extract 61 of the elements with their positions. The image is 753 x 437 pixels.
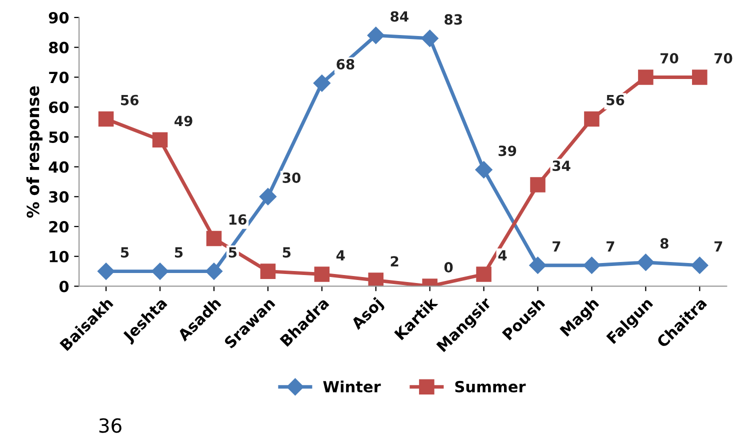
data-label: 5	[282, 247, 291, 258]
y-tick-label: 10	[50, 250, 69, 262]
data-label: 5	[121, 247, 129, 258]
point	[206, 230, 222, 246]
data-label: 84	[390, 11, 408, 22]
point	[421, 30, 438, 47]
data-label: 4	[336, 250, 345, 260]
data-label: 16	[229, 214, 246, 225]
point	[152, 132, 168, 148]
data-label: 70	[714, 53, 732, 64]
data-label: 5	[174, 247, 183, 258]
data-label: 49	[174, 116, 192, 126]
y-tick-label: 50	[49, 131, 69, 143]
y-tick-label: 0	[59, 280, 69, 292]
point	[151, 262, 169, 280]
point	[368, 272, 384, 286]
point	[637, 254, 654, 271]
data-label: 56	[606, 94, 624, 106]
point	[583, 256, 600, 274]
data-label: 0	[444, 262, 453, 273]
y-tick-label: 20	[49, 220, 69, 233]
legend-label: Summer	[455, 380, 526, 392]
point	[476, 266, 492, 282]
point	[691, 256, 708, 274]
point	[314, 266, 330, 282]
y-tick-label: 90	[48, 12, 69, 24]
data-label: 56	[121, 94, 139, 106]
point	[530, 177, 546, 192]
data-label: 7	[606, 241, 614, 252]
data-label: 30	[282, 172, 300, 183]
data-label: 34	[552, 160, 570, 172]
y-tick-label: 70	[49, 72, 69, 84]
data-label: 83	[444, 14, 462, 25]
data-label: 68	[336, 58, 354, 70]
point	[692, 70, 708, 85]
point	[367, 26, 384, 44]
point	[259, 188, 276, 206]
data-label: 8	[660, 238, 668, 249]
data-label: 5	[228, 247, 237, 258]
y-axis-title: % of response	[26, 86, 43, 218]
point	[638, 70, 654, 85]
point	[98, 111, 114, 127]
data-label: 7	[552, 241, 560, 252]
y-tick-label: 40	[48, 161, 69, 173]
data-label: 70	[660, 53, 678, 64]
y-tick-label: 30	[49, 191, 69, 203]
data-label: 4	[498, 250, 507, 260]
data-label: 7	[714, 241, 722, 252]
point	[475, 161, 492, 178]
text: 36	[99, 418, 122, 433]
point	[97, 262, 115, 280]
data-label: 2	[390, 256, 398, 266]
point	[529, 256, 546, 274]
point	[313, 74, 330, 92]
point	[584, 111, 600, 127]
point	[205, 262, 223, 280]
y-tick-label: 80	[49, 42, 69, 54]
legend-label: Winter	[323, 380, 381, 392]
y-tick-label: 60	[49, 102, 69, 114]
point	[260, 264, 276, 279]
data-label: 39	[498, 146, 516, 156]
